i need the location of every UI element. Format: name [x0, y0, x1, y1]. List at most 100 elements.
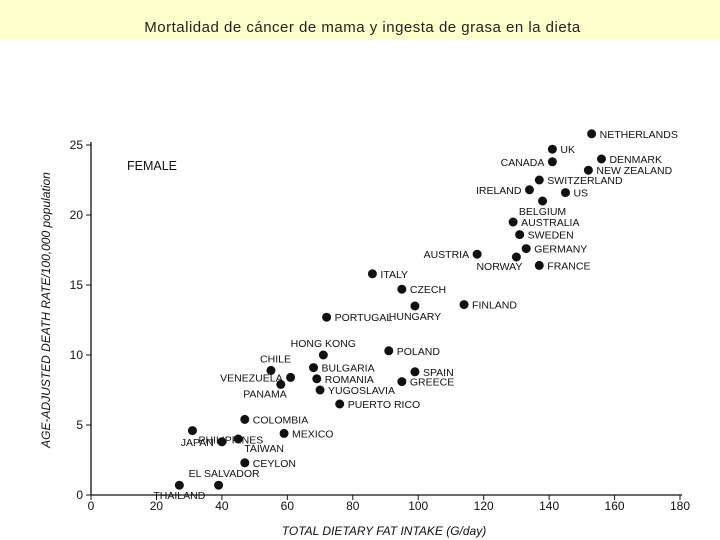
point-label-france: FRANCE: [547, 260, 590, 272]
point-japan: [217, 437, 227, 447]
point-label-japan: JAPAN: [181, 437, 214, 449]
point-label-germany: GERMANY: [534, 244, 587, 256]
point-label-hong-kong: HONG KONG: [291, 338, 356, 350]
point-philippines: [187, 426, 197, 436]
y-tick-label: 5: [76, 418, 83, 432]
point-colombia: [240, 414, 250, 424]
point-label-canada: CANADA: [501, 157, 545, 169]
point-label-taiwan: TAIWAN: [244, 443, 284, 455]
point-romania: [312, 374, 322, 384]
point-label-netherlands: NETHERLANDS: [600, 129, 678, 141]
x-tick-label: 80: [346, 499, 360, 513]
y-axis-title: AGE-ADJUSTED DEATH RATE/100,000 populati…: [39, 172, 53, 449]
y-tick-label: 20: [70, 208, 84, 222]
point-france: [534, 260, 544, 270]
point-label-austria: AUSTRIA: [424, 249, 470, 261]
point-label-mexico: MEXICO: [292, 428, 333, 440]
point-label-romania: ROMANIA: [325, 374, 374, 386]
point-spain: [410, 367, 420, 377]
point-label-poland: POLAND: [397, 346, 441, 358]
x-tick-label: 60: [281, 499, 295, 513]
point-hong-kong: [318, 350, 328, 360]
point-label-greece: GREECE: [410, 377, 454, 389]
point-ireland: [524, 185, 534, 195]
title-bar: [0, 0, 720, 40]
point-netherlands: [587, 129, 597, 139]
point-label-bulgaria: BULGARIA: [322, 363, 375, 375]
point-australia: [508, 217, 518, 227]
x-tick-label: 100: [408, 499, 428, 513]
point-panama: [276, 379, 286, 389]
point-label-el-salvador: EL SALVADOR: [189, 468, 260, 480]
point-italy: [367, 269, 377, 279]
point-label-belgium: BELGIUM: [519, 206, 566, 218]
x-axis-title: TOTAL DIETARY FAT INTAKE (G/day): [282, 524, 486, 538]
point-bulgaria: [309, 363, 319, 373]
y-tick-label: 0: [76, 488, 83, 502]
point-thailand: [174, 480, 184, 490]
point-label-colombia: COLOMBIA: [253, 414, 308, 426]
point-label-portugal: PORTUGAL: [335, 312, 393, 324]
point-label-thailand: THAILAND: [153, 490, 205, 502]
point-czech: [397, 284, 407, 294]
point-switzerland: [534, 175, 544, 185]
point-denmark: [596, 154, 606, 164]
x-tick-label: 160: [605, 499, 625, 513]
x-tick-label: 120: [474, 499, 494, 513]
point-label-philippines: PHILIPPINES: [198, 435, 263, 447]
point-label-chile: CHILE: [260, 353, 291, 365]
point-austria: [472, 249, 482, 259]
point-label-uk: UK: [560, 144, 575, 156]
point-label-australia: AUSTRALIA: [521, 217, 579, 229]
x-tick-label: 20: [150, 499, 164, 513]
point-label-ceylon: CEYLON: [253, 458, 296, 470]
point-label-switzerland: SWITZERLAND: [547, 175, 623, 187]
point-label-spain: SPAIN: [423, 367, 454, 379]
point-hungary: [410, 301, 420, 311]
point-belgium: [538, 196, 548, 206]
page-title: Mortalidad de cáncer de mama y ingesta d…: [144, 19, 581, 36]
point-puerto-rico: [335, 399, 345, 409]
x-tick-label: 180: [670, 499, 690, 513]
point-chile: [266, 365, 276, 375]
point-label-new-zealand: NEW ZEALAND: [596, 165, 672, 177]
y-tick-label: 15: [70, 278, 84, 292]
point-portugal: [322, 312, 332, 322]
point-taiwan: [233, 434, 243, 444]
point-germany: [521, 244, 531, 254]
point-new-zealand: [583, 165, 593, 175]
point-label-sweden: SWEDEN: [528, 230, 574, 242]
point-label-ireland: IRELAND: [476, 185, 522, 197]
x-tick-label: 140: [539, 499, 559, 513]
x-tick-label: 40: [215, 499, 229, 513]
point-norway: [511, 252, 521, 262]
point-label-finland: FINLAND: [472, 300, 517, 312]
point-el-salvador: [214, 480, 224, 490]
point-ceylon: [240, 458, 250, 468]
point-label-us: US: [573, 188, 588, 200]
point-venezuela: [286, 372, 296, 382]
point-yugoslavia: [315, 385, 325, 395]
point-finland: [459, 300, 469, 310]
point-label-norway: NORWAY: [476, 261, 522, 273]
point-us: [560, 188, 570, 198]
point-label-panama: PANAMA: [243, 388, 287, 400]
point-label-venezuela: VENEZUELA: [220, 372, 282, 384]
point-label-denmark: DENMARK: [609, 154, 662, 166]
point-greece: [397, 377, 407, 387]
point-canada: [547, 157, 557, 167]
x-tick-label: 0: [88, 499, 95, 513]
y-tick-label: 25: [70, 138, 84, 152]
point-label-yugoslavia: YUGOSLAVIA: [328, 385, 395, 397]
point-uk: [547, 144, 557, 154]
point-poland: [384, 346, 394, 356]
y-tick-label: 10: [70, 348, 84, 362]
point-label-hungary: HUNGARY: [389, 311, 441, 323]
point-label-czech: CZECH: [410, 284, 446, 296]
point-mexico: [279, 428, 289, 438]
point-sweden: [515, 230, 525, 240]
point-label-italy: ITALY: [380, 269, 408, 281]
point-label-puerto-rico: PUERTO RICO: [348, 399, 421, 411]
legend-text: FEMALE: [127, 159, 177, 173]
